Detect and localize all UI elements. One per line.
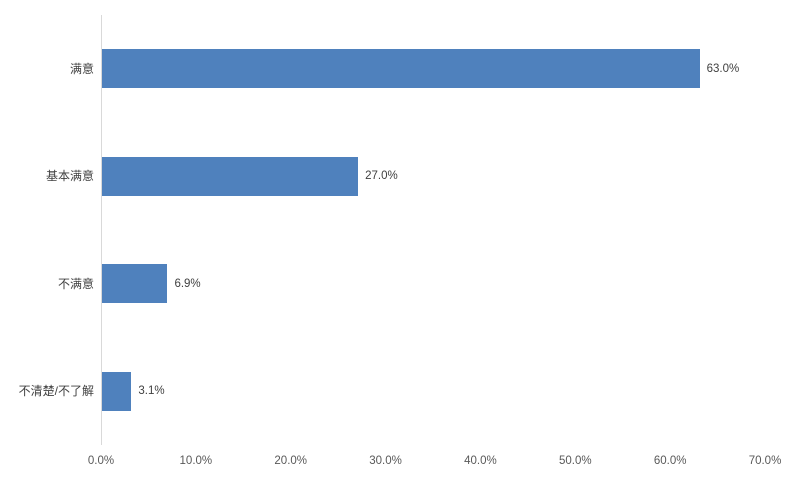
category-label: 不清楚/不了解 [18,384,94,399]
data-label: 27.0% [365,170,398,183]
bar-1 [102,156,359,196]
data-label: 6.9% [174,277,201,290]
x-tick-label: 60.0% [653,455,687,467]
x-tick-label: 70.0% [748,455,782,467]
bar-2 [102,264,168,304]
data-label: 3.1% [138,385,165,398]
bar-0 [102,49,700,89]
category-label: 基本满意 [45,169,94,184]
y-axis-line [101,15,102,445]
x-tick-label: 10.0% [179,455,213,467]
category-label: 满意 [69,61,94,76]
x-tick-label: 20.0% [274,455,308,467]
data-label: 63.0% [706,62,740,75]
x-tick-label: 40.0% [464,455,497,467]
x-tick-label: 50.0% [558,455,592,467]
category-label: 不满意 [57,276,94,291]
x-tick-label: 30.0% [369,455,402,467]
x-tick-label: 0.0% [87,455,115,467]
bar-3 [102,371,132,411]
